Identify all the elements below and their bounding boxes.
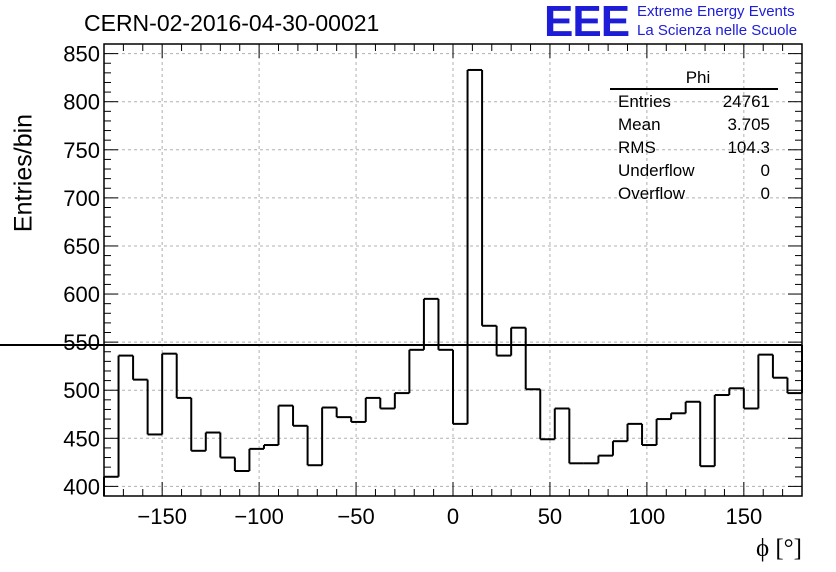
stats-row-overflow: Overflow 0	[610, 182, 778, 205]
x-tick-label: −150	[137, 504, 187, 529]
logo-line-2: La Scienza nelle Scuole	[637, 22, 798, 39]
y-tick-label: 750	[63, 138, 100, 163]
stats-row-underflow: Underflow 0	[610, 159, 778, 182]
stats-value: 104.3	[727, 138, 770, 157]
y-tick-label: 500	[63, 378, 100, 403]
y-tick-label: 400	[63, 474, 100, 499]
y-tick-label: 700	[63, 186, 100, 211]
logo-line-1: Extreme Energy Events	[637, 3, 795, 20]
y-tick-label: 800	[63, 90, 100, 115]
eee-logo: EEE	[544, 0, 630, 46]
stats-label: RMS	[618, 138, 656, 157]
x-axis-label: ϕ [°]	[755, 535, 802, 562]
logo-text: Extreme Energy Events La Scienza nelle S…	[637, 2, 797, 40]
stats-value: 3.705	[727, 115, 770, 134]
stats-label: Overflow	[618, 184, 686, 203]
stats-label: Entries	[618, 92, 671, 111]
x-tick-label: −100	[234, 504, 284, 529]
tick-labels: −150 −100 −50 0 50 100 150 400 450 500 550 600 650 70…	[63, 42, 762, 529]
y-tick-label: 550	[63, 330, 100, 355]
x-tick-label: −50	[337, 504, 374, 529]
stats-value: 24761	[722, 92, 770, 111]
stats-label: Mean	[618, 115, 661, 134]
y-axis-label: Entries/bin	[9, 113, 38, 233]
y-axis-label-box: Entries/bin	[4, 113, 44, 233]
chart-title: CERN-02-2016-04-30-00021	[84, 10, 380, 36]
stats-row-mean: Mean 3.705	[610, 113, 778, 136]
x-tick-label: 0	[447, 504, 459, 529]
y-tick-label: 650	[63, 234, 100, 259]
x-tick-label: 100	[629, 504, 666, 529]
y-tick-label: 450	[63, 426, 100, 451]
stats-title: Phi	[610, 68, 778, 90]
axis-ticks	[103, 43, 803, 497]
stats-box: Phi Entries 24761 Mean 3.705 RMS 104.3 U…	[610, 68, 778, 205]
stats-value: 0	[760, 184, 770, 203]
x-tick-label: 50	[538, 504, 562, 529]
y-tick-label: 850	[63, 42, 100, 67]
stats-row-entries: Entries 24761	[610, 90, 778, 113]
y-tick-label: 600	[63, 282, 100, 307]
x-tick-label: 150	[725, 504, 762, 529]
stats-row-rms: RMS 104.3	[610, 136, 778, 159]
stats-value: 0	[760, 161, 770, 180]
stats-label: Underflow	[618, 161, 695, 180]
grid-lines	[104, 44, 802, 496]
